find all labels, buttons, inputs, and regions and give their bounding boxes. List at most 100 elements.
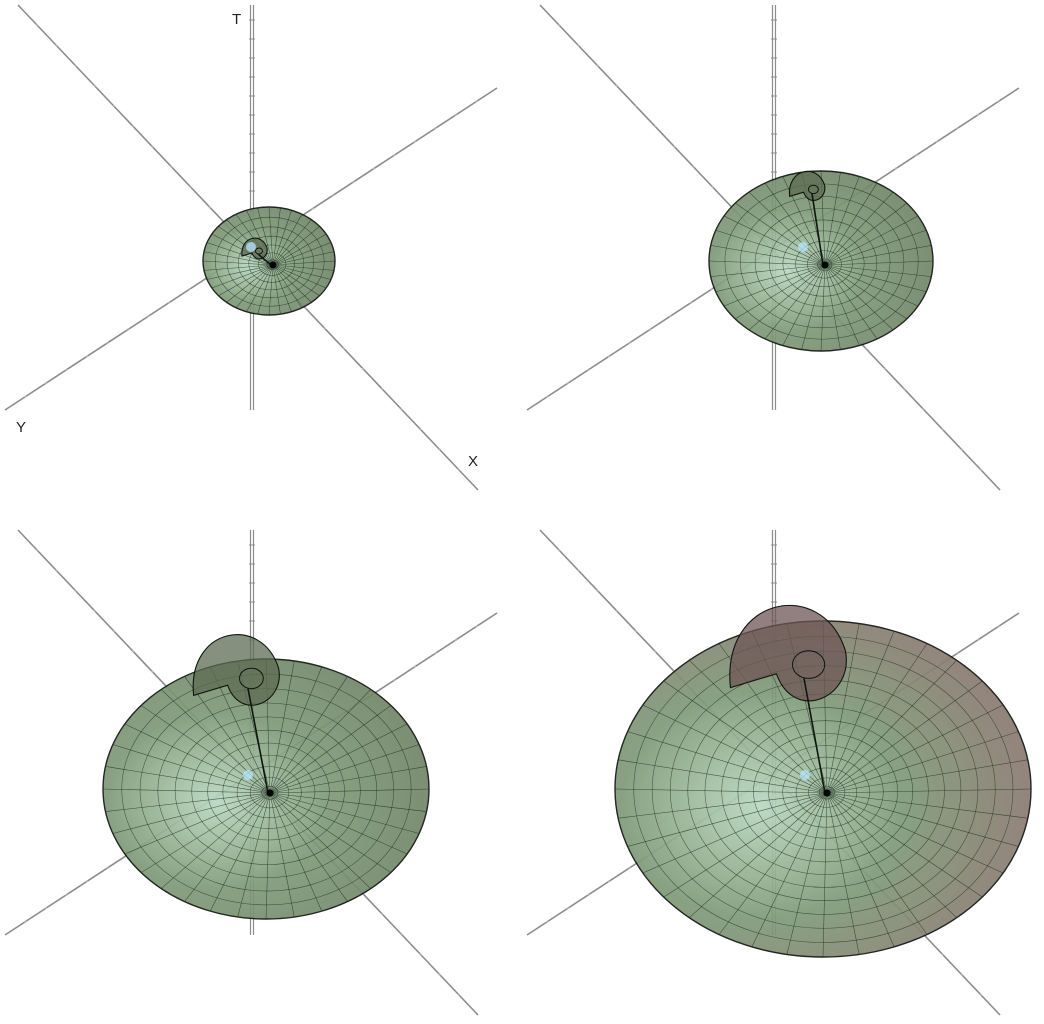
mesh-radial-line <box>735 202 826 266</box>
mesh-ring <box>737 720 914 863</box>
y-axis-tick <box>894 167 898 170</box>
y-axis-tick <box>65 368 68 371</box>
x-axis-tick <box>151 670 154 673</box>
y-axis-tick <box>997 100 1000 103</box>
y-axis-tick <box>915 153 918 157</box>
x-axis-tick <box>960 448 963 451</box>
mesh-radial-line <box>269 788 430 794</box>
mesh-radial-line <box>824 264 878 340</box>
mesh-ring <box>174 716 361 865</box>
mesh-ring <box>237 235 305 291</box>
x-axis-tick <box>692 165 695 168</box>
x-axis-tick <box>304 307 307 310</box>
mesh-ring <box>769 219 878 307</box>
y-axis-tick <box>607 880 611 883</box>
mesh-radial-line <box>826 792 1019 847</box>
surface-curl <box>729 604 847 702</box>
surface-throat <box>803 678 826 794</box>
x-axis-tick <box>74 589 77 592</box>
mesh-radial-line <box>618 792 828 819</box>
center-glow <box>246 242 256 252</box>
singular-point <box>269 261 277 269</box>
singular-point <box>823 789 831 797</box>
y-axis-tick <box>372 167 376 170</box>
y-axis-tick <box>126 328 130 331</box>
y-axis-tick <box>956 127 959 130</box>
y-axis-tick <box>475 625 478 628</box>
x-axis-tick <box>419 953 422 956</box>
y-axis-tick <box>997 625 1000 628</box>
mesh-ring <box>782 230 865 297</box>
curl-tube <box>792 650 826 679</box>
mesh-ring <box>768 745 884 839</box>
y-axis-tick <box>976 638 980 641</box>
mesh-radial-line <box>112 744 271 794</box>
mesh-radial-line <box>105 766 271 794</box>
mesh-radial-line <box>237 792 271 918</box>
x-axis-tick <box>558 24 561 27</box>
mesh-ring <box>214 216 325 307</box>
surface-throat <box>257 253 272 266</box>
mesh-radial-line <box>826 792 1028 819</box>
y-axis-tick <box>352 180 355 184</box>
x-axis-tick <box>112 629 115 633</box>
y-axis-tick <box>413 140 417 143</box>
mesh-radial-line <box>269 792 323 912</box>
x-axis-tick <box>864 347 867 350</box>
y-axis-tick <box>44 907 48 910</box>
mesh-radial-line <box>269 689 371 794</box>
mesh-radial-line <box>826 643 928 794</box>
mesh-radial-line <box>826 792 1004 874</box>
x-axis-tick <box>131 650 135 653</box>
mesh-radial-line <box>663 792 828 898</box>
x-axis-tick <box>577 569 580 572</box>
mesh-radial-line <box>824 202 907 266</box>
mesh-ring <box>226 226 314 299</box>
mesh-ring <box>191 729 345 853</box>
x-axis-tick <box>558 549 561 552</box>
x-axis-tick <box>208 205 211 209</box>
mesh-radial-line <box>269 676 348 794</box>
mesh-radial-line <box>824 176 860 266</box>
x-axis-tick <box>361 367 365 370</box>
y-axis-tick <box>587 368 590 371</box>
y-axis-tick <box>956 652 959 655</box>
y-axis-tick <box>85 355 89 358</box>
x-axis-tick <box>55 569 58 572</box>
mesh-radial-line <box>140 792 271 873</box>
y-axis-tick <box>106 341 109 345</box>
y-axis-tick <box>587 893 590 896</box>
panel-top-right <box>526 4 1020 491</box>
mesh-radial-line <box>627 731 828 794</box>
y-axis-tick <box>434 652 437 655</box>
mesh-radial-line <box>826 631 895 794</box>
x-axis-tick <box>922 408 925 411</box>
center-glow <box>798 242 808 252</box>
curl-tube <box>239 667 264 690</box>
x-axis-tick <box>342 347 345 350</box>
y-axis-tick <box>434 127 437 130</box>
mesh-ring <box>248 244 295 283</box>
mesh-radial-line <box>269 792 408 855</box>
mesh-radial-line <box>824 260 934 266</box>
x-axis-tick <box>653 125 657 128</box>
mesh-radial-line <box>161 792 271 889</box>
x-axis-tick <box>596 589 599 592</box>
mesh-ring <box>222 754 316 829</box>
mesh-radial-line <box>269 666 323 794</box>
panel-bottom-left <box>4 529 498 1016</box>
mesh-ring <box>261 786 279 800</box>
mesh-radial-line <box>269 792 295 918</box>
y-axis-label: Y <box>16 419 26 436</box>
mesh-radial-line <box>715 229 826 266</box>
mesh-radial-line <box>269 723 408 794</box>
y-axis-tick <box>566 382 570 385</box>
x-axis-tick <box>74 64 77 67</box>
x-axis-tick <box>960 973 963 976</box>
mesh-radial-line <box>269 660 295 794</box>
mesh-ring <box>818 786 835 800</box>
panel-bottom-right <box>526 529 1032 1016</box>
mesh-radial-line <box>826 792 983 898</box>
mesh-ring <box>258 252 287 276</box>
